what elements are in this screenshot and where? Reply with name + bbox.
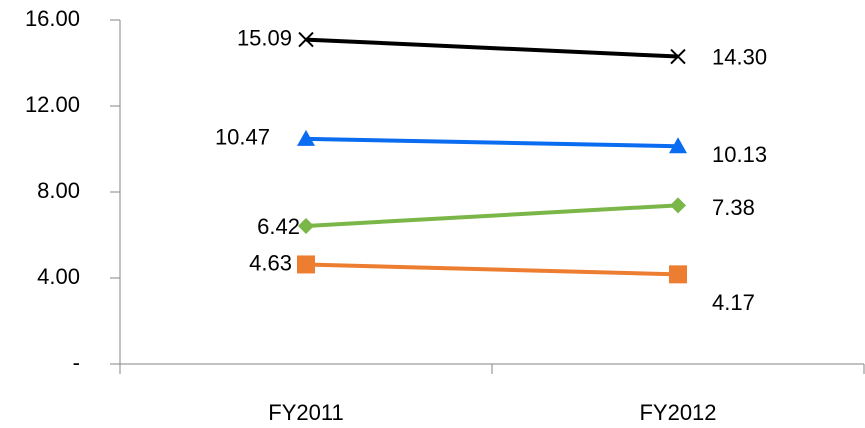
marker: [670, 48, 686, 65]
marker: [297, 255, 315, 274]
marker: [298, 217, 314, 234]
x-tick-label: FY2011: [268, 400, 343, 425]
series-line: [305, 262, 679, 277]
marker: [297, 129, 315, 146]
marker: [669, 265, 687, 284]
y-tick-label: 16.00: [25, 6, 80, 31]
data-label: 14.30: [712, 44, 767, 69]
data-label: 6.42: [257, 214, 300, 239]
series-line: [305, 203, 679, 228]
y-tick-label: 12.00: [25, 92, 80, 117]
marker: [298, 31, 314, 48]
marker: [669, 137, 687, 154]
data-label: 15.09: [237, 25, 292, 50]
y-tick-label: 4.00: [37, 264, 80, 289]
series-line: [305, 136, 679, 149]
data-label: 4.63: [249, 250, 292, 275]
data-label: 10.13: [712, 142, 767, 167]
y-tick-label: 8.00: [37, 178, 80, 203]
data-label: 10.47: [215, 125, 270, 150]
data-label: 7.38: [712, 195, 755, 220]
data-label: 4.17: [712, 290, 755, 315]
series-line: [305, 37, 679, 59]
x-tick-label: FY2012: [639, 400, 716, 425]
marker: [670, 197, 686, 214]
y-tick-label: -: [73, 350, 80, 375]
